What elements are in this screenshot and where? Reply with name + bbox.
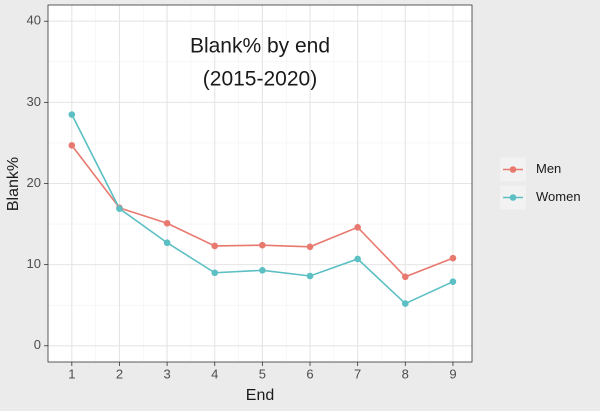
y-tick-label: 40 — [27, 13, 41, 28]
data-point — [306, 243, 314, 251]
y-tick-label: 0 — [34, 337, 41, 352]
data-point — [402, 300, 409, 307]
data-point — [259, 241, 266, 249]
y-tick-label: 30 — [27, 94, 41, 109]
data-point — [306, 272, 314, 280]
data-point — [449, 254, 457, 262]
grid: 0 10 20 30 40 1 2 3 4 5 6 7 8 9 — [27, 5, 472, 381]
x-tick-label: 2 — [116, 366, 123, 381]
marks — [68, 111, 457, 307]
data-point — [449, 278, 457, 285]
data-point — [163, 239, 171, 247]
x-tick-label: 7 — [354, 366, 361, 381]
data-point — [402, 273, 409, 281]
data-point — [116, 205, 123, 212]
x-tick-label: 4 — [211, 366, 218, 381]
x-tick-label: 8 — [402, 366, 409, 381]
data-point — [259, 267, 266, 274]
legend-label: Men — [536, 161, 561, 176]
legend: Men Women — [500, 157, 581, 210]
y-tick-label: 20 — [27, 175, 41, 190]
legend-label: Women — [536, 189, 581, 204]
data-point — [68, 111, 76, 118]
data-point — [68, 142, 76, 149]
x-tick-label: 5 — [259, 366, 266, 381]
legend-point — [509, 194, 517, 201]
x-axis-title: End — [246, 387, 274, 404]
data-point — [354, 255, 361, 263]
y-tick-label: 10 — [27, 256, 41, 271]
chart-title: Blank% by end — [190, 35, 330, 58]
x-tick-label: 6 — [306, 366, 313, 381]
x-tick-label: 1 — [68, 366, 75, 381]
data-point — [163, 219, 171, 227]
data-point — [354, 224, 361, 231]
data-point — [211, 242, 219, 250]
panel-border — [47, 4, 473, 363]
x-tick-label: 3 — [163, 366, 170, 381]
labels: Blank% by end (2015-2020) End Blank% — [5, 35, 330, 405]
x-tick-label: 9 — [449, 366, 456, 381]
data-point — [211, 269, 219, 277]
y-axis-title: Blank% — [5, 157, 22, 211]
chart-title: (2015-2020) — [203, 68, 317, 91]
legend-point — [509, 166, 517, 173]
